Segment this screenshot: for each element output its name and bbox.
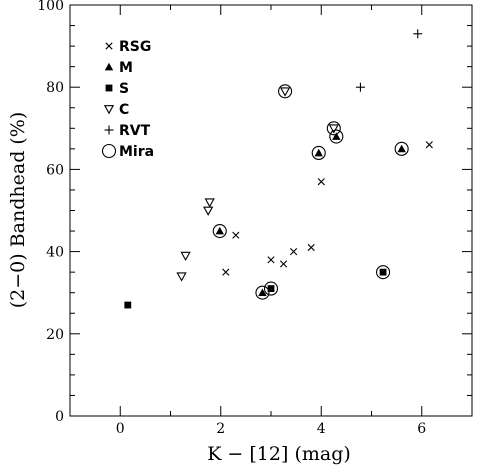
data-point-rvt: [413, 29, 423, 39]
x-tick-label: 6: [417, 421, 426, 437]
legend-label: RVT: [119, 123, 151, 139]
series-c: [176, 87, 339, 282]
axis-ticks: [69, 4, 473, 417]
data-point-c: [180, 251, 191, 262]
data-point-c: [203, 206, 214, 216]
series-rsg: [222, 141, 433, 276]
legend-marker-rsg: [105, 42, 113, 50]
data-point-m: [397, 144, 406, 153]
data-point-rsg: [425, 141, 433, 149]
data-point-mira: [263, 281, 279, 296]
series-mira: [212, 84, 409, 300]
y-tick-label: 40: [46, 245, 64, 261]
legend-label: S: [119, 81, 129, 97]
legend-marker-mira: [101, 143, 117, 159]
legend-label: C: [119, 102, 129, 118]
data-point-rsg: [307, 243, 315, 252]
legend-marker-s: [105, 84, 113, 92]
legend-label: RSG: [119, 39, 151, 55]
y-axis-label: (2−0) Bandhead (%): [7, 112, 29, 309]
data-point-s: [267, 285, 275, 292]
data-point-rvt: [355, 82, 365, 92]
legend-item-s: S: [105, 81, 129, 97]
x-tick-label: 4: [317, 421, 326, 437]
legend-item-mira: Mira: [101, 143, 154, 160]
y-tick-label: 100: [37, 0, 64, 14]
data-point-m: [258, 288, 267, 297]
data-point-mira: [212, 224, 227, 239]
data-point-mira: [278, 84, 293, 99]
data-point-rsg: [222, 268, 230, 276]
data-point-m: [215, 226, 224, 235]
data-point-rsg: [279, 260, 288, 268]
legend-marker-rvt: [104, 125, 114, 135]
y-tick-label: 80: [46, 80, 64, 96]
data-point-rsg: [232, 231, 240, 239]
data-point-c: [176, 272, 187, 282]
y-tick-label: 0: [55, 409, 64, 425]
data-point-mira: [255, 285, 270, 300]
x-axis-label: K − [12] (mag): [207, 443, 351, 465]
data-point-mira: [329, 129, 344, 144]
x-tick-label: 0: [116, 421, 125, 437]
legend-item-rvt: RVT: [104, 123, 151, 139]
legend-item-m: M: [104, 60, 133, 76]
data-point-mira: [311, 145, 326, 161]
y-tick-label: 20: [46, 327, 64, 343]
data-point-s: [379, 268, 387, 276]
legend-marker-c: [103, 105, 115, 115]
data-point-s: [124, 301, 132, 309]
data-point-m: [332, 132, 341, 140]
legend-item-c: C: [103, 102, 129, 118]
data-point-m: [314, 148, 323, 157]
data-point-rsg: [317, 178, 325, 186]
data-point-mira: [326, 121, 341, 136]
x-tick-label: 2: [216, 421, 225, 437]
series-m: [215, 132, 406, 297]
legend-label: M: [119, 60, 133, 76]
data-point-mira: [376, 265, 391, 280]
data-point-rsg: [290, 248, 298, 256]
legend: RSG MSC RVT Mira: [101, 39, 154, 160]
legend-label: Mira: [119, 144, 154, 160]
y-tick-label: 60: [46, 162, 64, 178]
data-point-c: [328, 124, 339, 134]
data-point-rsg: [267, 256, 275, 264]
data-points: [124, 29, 433, 309]
data-point-c: [279, 87, 291, 97]
series-s: [124, 268, 387, 309]
data-point-c: [204, 198, 215, 208]
legend-marker-m: [104, 62, 114, 71]
series-rvt: [355, 29, 423, 92]
legend-item-rsg: RSG: [105, 39, 151, 55]
data-point-mira: [394, 141, 409, 156]
